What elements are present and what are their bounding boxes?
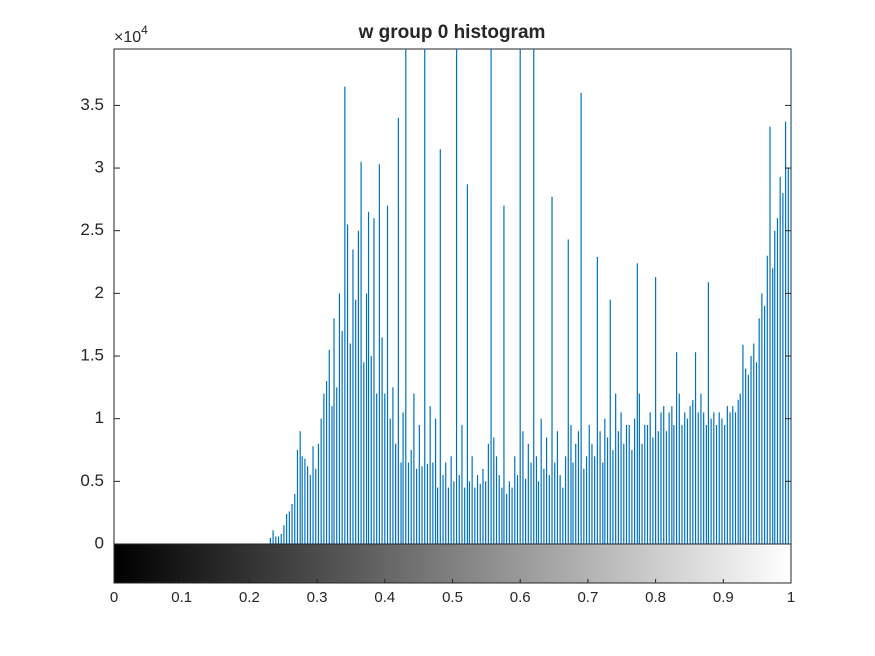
y-tick-label: 2 [95, 283, 104, 302]
y-tick-label: 1.5 [80, 346, 104, 365]
x-tick-label: 0 [110, 589, 118, 606]
chart-title: w group 0 histogram [358, 22, 546, 43]
plot-area [113, 48, 792, 545]
x-tick-label: 0.7 [577, 589, 598, 606]
x-tick-label: 1 [787, 589, 795, 606]
x-tick-label: 0.1 [171, 589, 192, 606]
y-multiplier: ×104 [114, 23, 148, 46]
multiplier-base: ×10 [114, 29, 141, 46]
x-tick-label: 0.6 [510, 589, 531, 606]
x-tick-label: 0.5 [442, 589, 463, 606]
multiplier-exponent: 4 [141, 23, 148, 37]
y-tick-label: 2.5 [80, 220, 104, 239]
y-tick-label: 3 [95, 158, 104, 177]
y-tick-label: 0 [95, 533, 104, 552]
x-tick-label: 0.9 [713, 589, 734, 606]
stems [269, 49, 791, 544]
y-tick-label: 3.5 [80, 95, 104, 114]
x-tick-label: 0.2 [239, 589, 260, 606]
x-tick-label: 0.4 [374, 589, 395, 606]
x-tick-label: 0.8 [645, 589, 666, 606]
x-tick-label: 0.3 [307, 589, 328, 606]
colorbar [113, 543, 792, 584]
y-tick-label: 1 [95, 408, 104, 427]
y-tick-label: 0.5 [80, 471, 104, 490]
